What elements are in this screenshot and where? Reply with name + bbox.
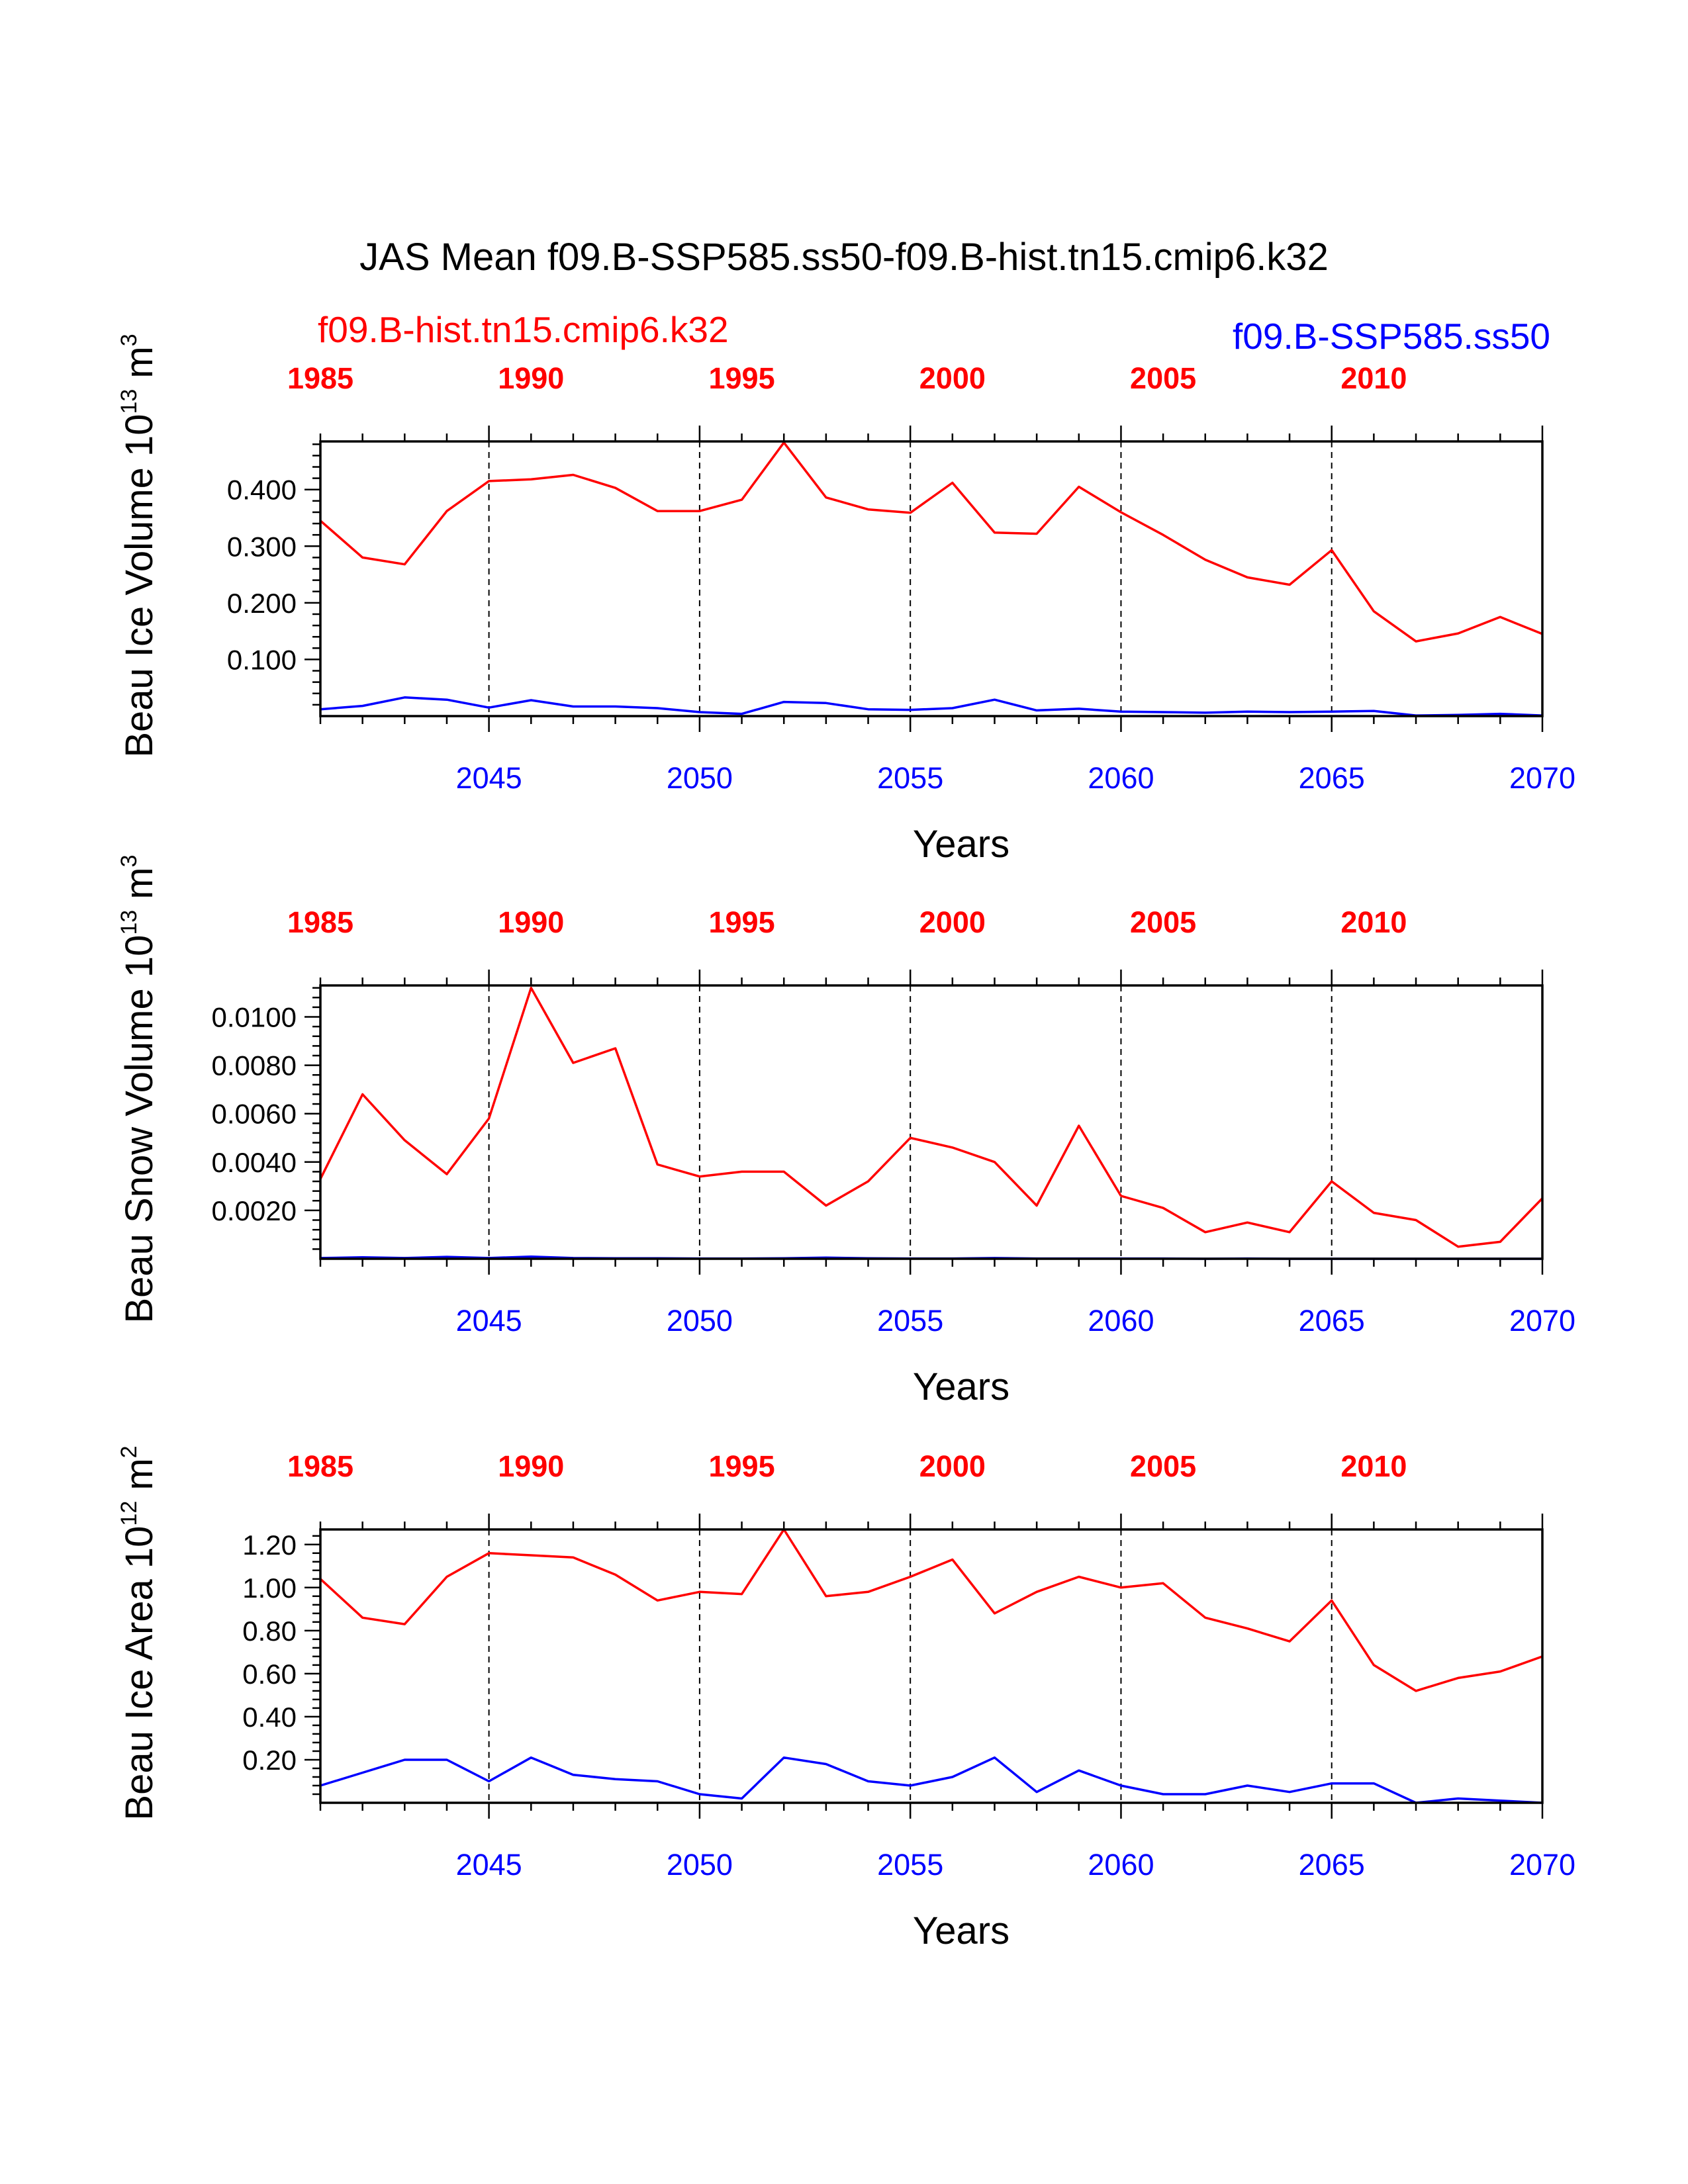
plot-frame [319, 440, 1544, 717]
top-year-label: 2005 [1130, 905, 1196, 939]
bottom-year-label: 2070 [1509, 1304, 1575, 1338]
bottom-year-label: 2055 [877, 1304, 943, 1338]
series-line-hist [319, 441, 1543, 643]
top-year-label: 2000 [919, 1449, 986, 1483]
y-tick-label: 0.100 [227, 644, 297, 675]
x-axis-title: Years [913, 1365, 1009, 1408]
y-tick-label: 1.20 [242, 1529, 297, 1561]
top-year-label: 1985 [287, 905, 353, 939]
y-tick-label: 1.00 [242, 1572, 297, 1604]
series-line-hist [319, 986, 1544, 1248]
bottom-year-label: 2060 [1088, 1848, 1154, 1882]
plot-frame [319, 984, 1544, 1260]
y-tick-label: 0.0100 [212, 1002, 297, 1033]
series-line-ssp [320, 696, 1543, 717]
top-year-label: 1990 [498, 1449, 564, 1483]
bottom-year-label: 2065 [1299, 1304, 1365, 1338]
panels: 0.100 0.200 0.300 0.400 2045 2050 2055 2060 2065… [117, 334, 1575, 1952]
top-year-label: 1995 [708, 1449, 774, 1483]
top-year-label: 1985 [287, 361, 353, 395]
bottom-year-label: 2060 [1088, 1304, 1154, 1338]
bottom-year-label: 2070 [1509, 1848, 1575, 1882]
top-year-label: 1995 [708, 361, 774, 395]
legend-ssp-label: f09.B-SSP585.ss50 [1233, 316, 1550, 357]
chart-title: JAS Mean f09.B-SSP585.ss50-f09.B-hist.tn… [359, 236, 1329, 279]
panel-1: 0.100 0.200 0.300 0.400 2045 2050 2055 2060 2065… [117, 334, 1575, 866]
bottom-year-label: 2045 [456, 1848, 522, 1882]
bottom-year-label: 2065 [1299, 761, 1365, 795]
top-year-label: 1985 [287, 1449, 353, 1483]
y-tick-label: 0.80 [242, 1615, 297, 1647]
y-tick-label: 0.300 [227, 531, 297, 562]
top-year-label: 2005 [1130, 361, 1196, 395]
y-axis-title: Beau Ice Area 1012 m2 [117, 1445, 161, 1820]
y-tick-label: 0.0060 [212, 1099, 297, 1130]
bottom-year-label: 2060 [1088, 761, 1154, 795]
series-line-hist [319, 1528, 1543, 1692]
bottom-year-label: 2070 [1509, 761, 1575, 795]
bottom-year-label: 2055 [877, 1848, 943, 1882]
bottom-year-label: 2065 [1299, 1848, 1365, 1882]
top-year-label: 1990 [498, 361, 564, 395]
x-axis-title: Years [913, 1909, 1009, 1952]
y-tick-label: 0.20 [242, 1745, 297, 1776]
y-tick-label: 0.0040 [212, 1147, 297, 1178]
top-year-label: 2000 [919, 361, 986, 395]
y-tick-label: 0.200 [227, 588, 297, 619]
y-tick-label: 0.0020 [212, 1195, 297, 1226]
series-line-ssp [320, 1756, 1543, 1804]
top-year-label: 2000 [919, 905, 986, 939]
top-year-label: 2005 [1130, 1449, 1196, 1483]
y-axis-title: Beau Ice Volume 1013 m3 [117, 334, 161, 757]
bottom-year-label: 2050 [667, 1304, 733, 1338]
y-tick-label: 0.40 [242, 1702, 297, 1733]
x-axis-title: Years [913, 823, 1009, 866]
top-year-label: 2010 [1340, 905, 1407, 939]
bottom-year-label: 2045 [456, 1304, 522, 1338]
y-axis-title: Beau Snow Volume 1013 m3 [117, 854, 161, 1323]
panel-3: 0.20 0.40 0.60 0.80 1.00 1.20 2045 2050 2055 2060… [117, 1445, 1575, 1952]
panel-2: 0.0020 0.0040 0.0060 0.0080 0.0100 2045 2050 20… [117, 854, 1575, 1408]
y-tick-label: 0.0080 [212, 1050, 297, 1081]
y-tick-label: 0.400 [227, 475, 297, 506]
top-year-label: 2010 [1340, 361, 1407, 395]
plot-frame [319, 1528, 1544, 1804]
y-tick-label: 0.60 [242, 1659, 297, 1690]
top-year-label: 2010 [1340, 1449, 1407, 1483]
bottom-year-label: 2050 [667, 1848, 733, 1882]
top-year-label: 1990 [498, 905, 564, 939]
bottom-year-label: 2045 [456, 761, 522, 795]
bottom-year-label: 2055 [877, 761, 943, 795]
bottom-year-label: 2050 [667, 761, 733, 795]
top-year-label: 1995 [708, 905, 774, 939]
legend-hist-label: f09.B-hist.tn15.cmip6.k32 [318, 309, 729, 350]
